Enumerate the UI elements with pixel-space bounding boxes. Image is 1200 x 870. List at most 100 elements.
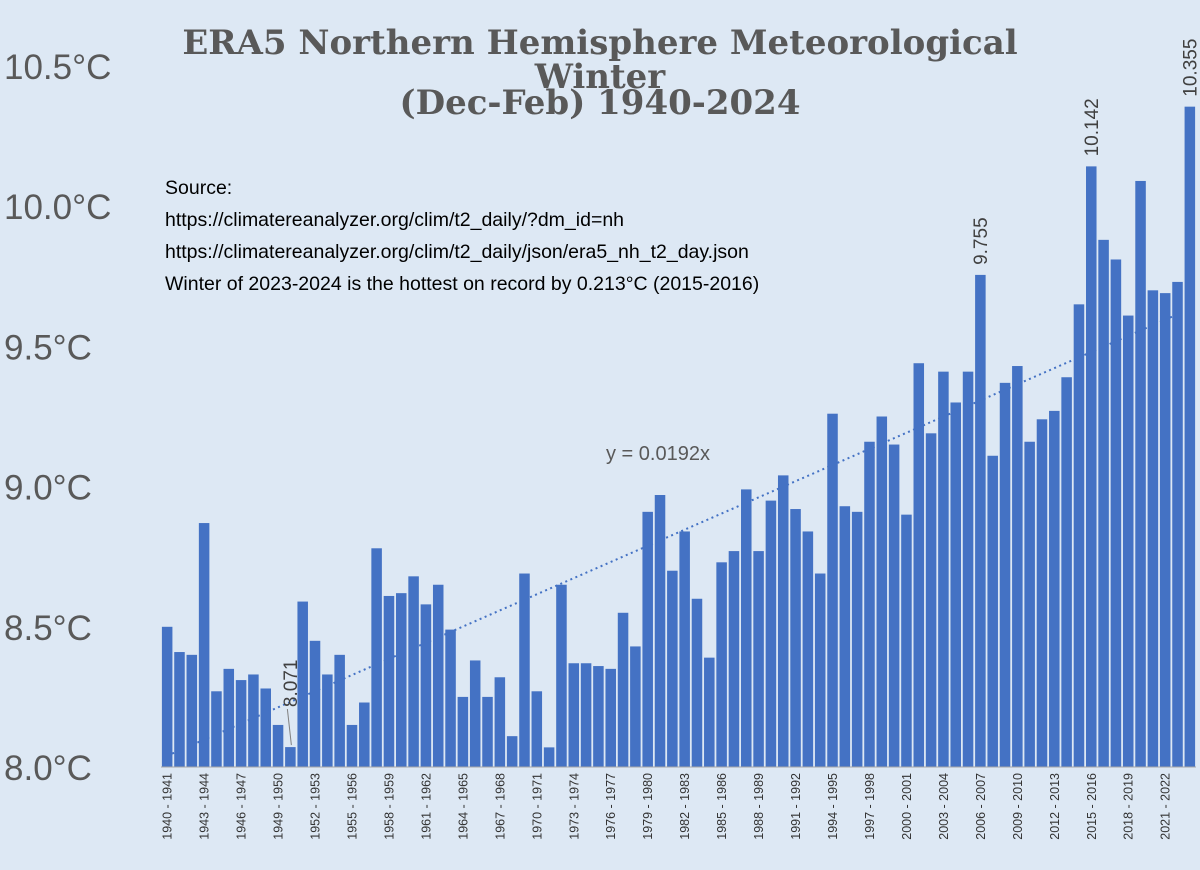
bar-1998-1999 xyxy=(876,416,888,767)
bar-1993-1994 xyxy=(814,573,826,767)
bar-1999-2000 xyxy=(888,444,900,767)
bar-1945-1946 xyxy=(223,668,235,767)
bar-1971-1972 xyxy=(543,747,555,767)
x-tick-label: 2018 - 2019 xyxy=(1122,773,1136,840)
bar-2022-2023 xyxy=(1172,281,1183,767)
bar-2021-2022 xyxy=(1159,293,1171,767)
bar-1962-1963 xyxy=(432,584,444,767)
x-tick-label: 2000 - 2001 xyxy=(900,773,914,840)
bar-1969-1970 xyxy=(519,573,530,767)
x-tick-label: 1964 - 1965 xyxy=(456,773,470,840)
bar-1959-1960 xyxy=(396,593,407,767)
x-tick-label: 1997 - 1998 xyxy=(863,773,877,840)
bar-2015-2016 xyxy=(1086,166,1097,767)
bar-2020-2021 xyxy=(1147,290,1159,767)
bar-1958-1959 xyxy=(383,595,395,767)
bar-1941-1942 xyxy=(174,652,185,767)
x-tick-label: 1979 - 1980 xyxy=(641,773,655,840)
bar-1949-1950 xyxy=(272,724,284,767)
x-tick-label: 2015 - 2016 xyxy=(1085,773,1099,840)
bar-2011-2012 xyxy=(1036,419,1048,767)
x-tick-label: 1955 - 1956 xyxy=(346,773,360,840)
y-tick-label: 8.0°C xyxy=(4,749,92,788)
x-tick-label: 1970 - 1971 xyxy=(530,773,544,840)
bar-1961-1962 xyxy=(420,604,432,767)
bar-2007-2008 xyxy=(987,455,998,767)
y-tick-label: 8.5°C xyxy=(4,609,92,648)
x-tick-label: 1988 - 1989 xyxy=(752,773,766,840)
bar-1944-1945 xyxy=(211,691,222,767)
bar-2006-2007 xyxy=(975,274,986,767)
bar-2004-2005 xyxy=(950,402,961,767)
x-tick-label: 1991 - 1992 xyxy=(789,773,803,840)
bar-1976-1977 xyxy=(605,668,616,767)
bar-1978-1979 xyxy=(630,646,641,767)
x-tick-label: 1940 - 1941 xyxy=(161,773,175,840)
y-tick-label: 10.0°C xyxy=(4,188,111,227)
bar-1994-1995 xyxy=(827,413,838,767)
x-tick-label: 1949 - 1950 xyxy=(272,773,286,840)
bar-2012-2013 xyxy=(1049,410,1060,767)
bar-1996-1997 xyxy=(851,511,863,767)
bar-1943-1944 xyxy=(198,523,210,767)
source-heading: Source: xyxy=(165,177,233,199)
bar-1977-1978 xyxy=(617,612,629,767)
data-label: 8.071 xyxy=(281,660,302,708)
bar-1992-1993 xyxy=(802,531,814,767)
data-labels: 8.071 9.755 10.142 10.355 xyxy=(281,39,1200,708)
bar-1953-1954 xyxy=(322,674,333,767)
x-tick-label: 1985 - 1986 xyxy=(715,773,729,840)
bar-1965-1966 xyxy=(469,660,481,767)
bar-1940-1941 xyxy=(161,626,173,767)
bar-1967-1968 xyxy=(494,677,506,767)
bar-1956-1957 xyxy=(359,702,370,767)
y-tick-label: 9.0°C xyxy=(4,469,92,508)
x-tick-label: 1994 - 1995 xyxy=(826,773,840,840)
x-tick-label: 2009 - 2010 xyxy=(1011,773,1025,840)
bar-1997-1998 xyxy=(864,441,875,767)
bar-2023-2024 xyxy=(1184,106,1196,767)
x-tick-label: 2012 - 2013 xyxy=(1048,773,1062,840)
bar-1963-1964 xyxy=(445,629,456,767)
y-axis: 8.0°C 8.5°C 9.0°C 9.5°C 10.0°C 10.5°C xyxy=(4,48,111,788)
chart-subtitle: (Dec-Feb) 1940-2024 xyxy=(399,83,801,123)
bar-1982-1983 xyxy=(679,531,690,767)
bar-1987-1988 xyxy=(741,489,752,767)
bar-1983-1984 xyxy=(691,598,703,767)
bar-1973-1974 xyxy=(568,663,580,767)
bar-2001-2002 xyxy=(913,363,925,767)
x-tick-label: 1976 - 1977 xyxy=(604,773,618,840)
x-tick-label: 2006 - 2007 xyxy=(974,773,988,840)
bar-1972-1973 xyxy=(556,584,567,767)
y-tick-label: 9.5°C xyxy=(4,328,92,367)
bar-1955-1956 xyxy=(346,724,358,767)
bar-1980-1981 xyxy=(654,495,666,767)
bar-1964-1965 xyxy=(457,696,469,767)
bar-1975-1976 xyxy=(593,666,604,767)
source-url-2: https://climatereanalyzer.org/clim/t2_da… xyxy=(165,241,749,263)
data-label-leader-line xyxy=(286,709,292,746)
bar-1991-1992 xyxy=(790,509,801,767)
bar-1986-1987 xyxy=(728,551,740,767)
x-tick-label: 1958 - 1959 xyxy=(382,773,396,840)
bar-1946-1947 xyxy=(235,680,247,767)
bar-1985-1986 xyxy=(716,562,727,767)
data-label: 10.355 xyxy=(1180,39,1200,97)
data-label: 10.142 xyxy=(1082,98,1103,156)
bar-2002-2003 xyxy=(925,433,937,767)
bar-2000-2001 xyxy=(901,514,912,767)
bar-2016-2017 xyxy=(1098,239,1109,768)
x-tick-label: 1973 - 1974 xyxy=(567,773,581,840)
bar-1968-1969 xyxy=(506,736,518,767)
bar-1957-1958 xyxy=(371,548,382,767)
source-url-1: https://climatereanalyzer.org/clim/t2_da… xyxy=(165,209,625,231)
bar-1954-1955 xyxy=(334,654,345,767)
x-tick-label: 1982 - 1983 xyxy=(678,773,692,840)
bar-1990-1991 xyxy=(777,475,789,767)
bar-1974-1975 xyxy=(580,663,592,767)
y-tick-label: 10.5°C xyxy=(4,48,111,87)
bar-2009-2010 xyxy=(1012,366,1023,767)
x-tick-label: 2021 - 2022 xyxy=(1159,773,1173,840)
x-tick-label: 1943 - 1944 xyxy=(198,773,212,840)
